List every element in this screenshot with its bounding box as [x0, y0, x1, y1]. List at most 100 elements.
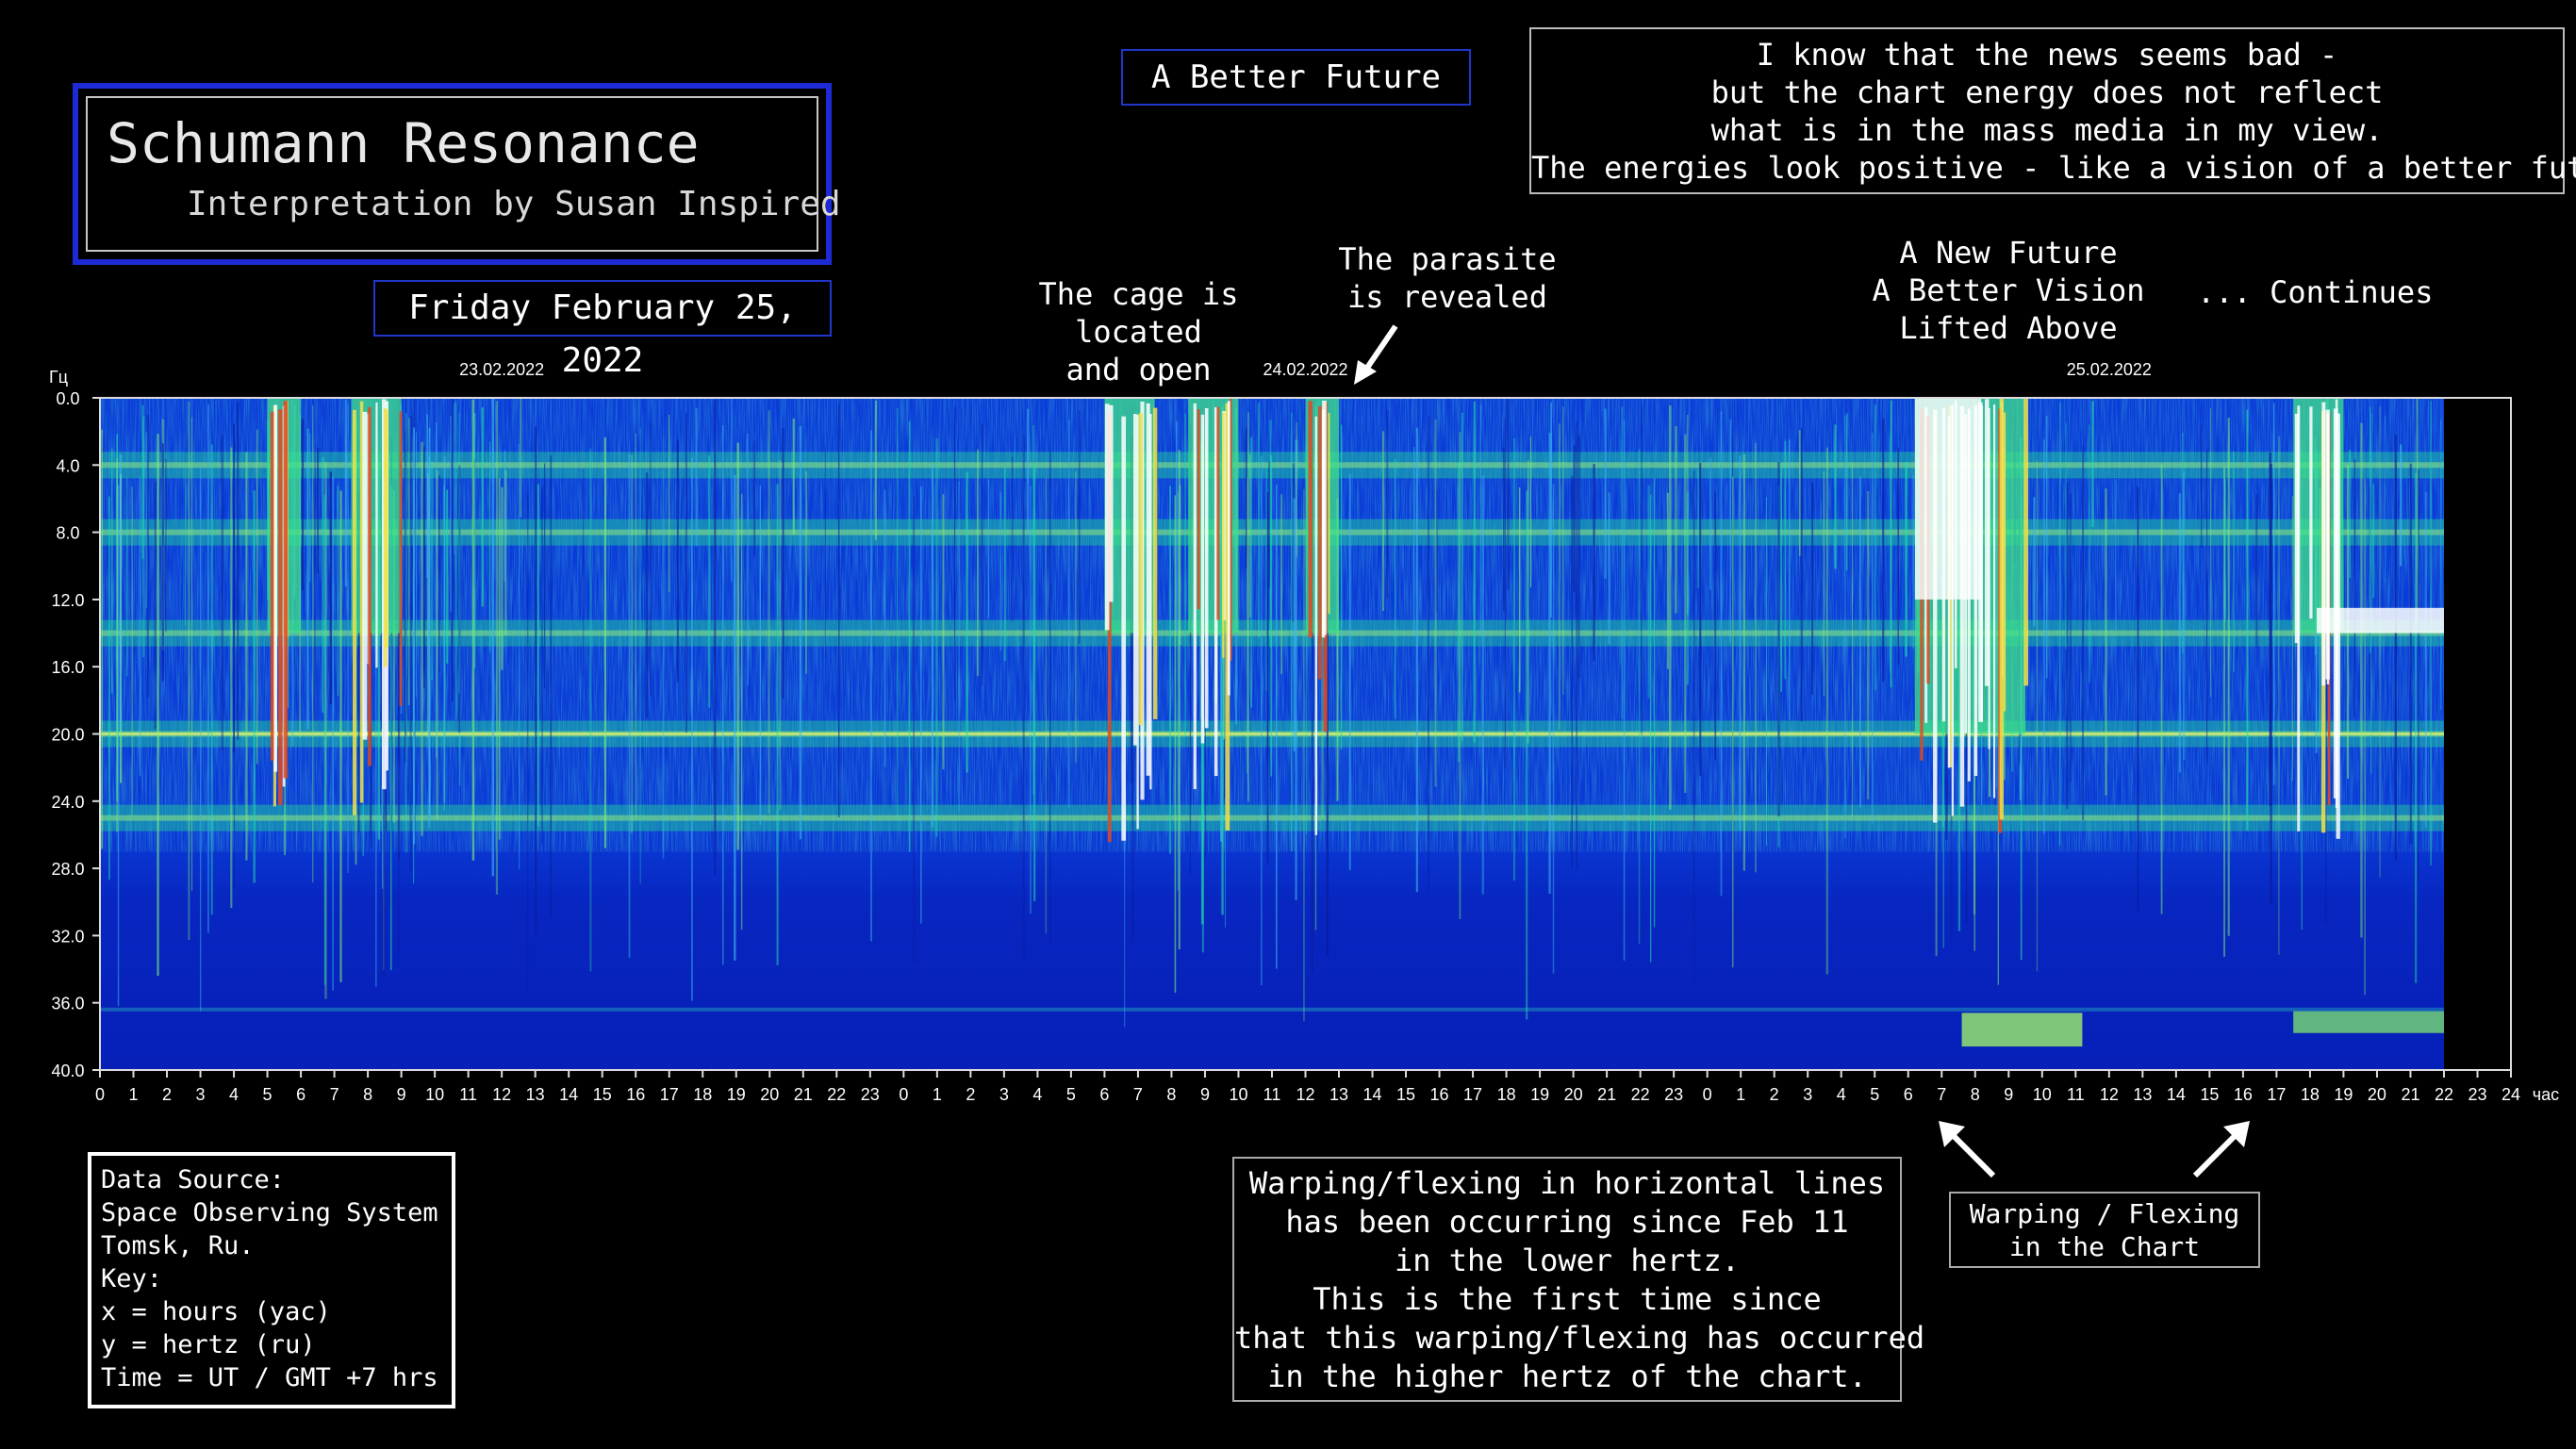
title-frame: Schumann Resonance Interpretation by Sus… — [73, 83, 841, 265]
spectrogram-streak — [1882, 419, 1885, 683]
resonance-line-36hz — [100, 1007, 2444, 1012]
spectrogram-streak — [306, 428, 309, 730]
spectrogram-streak — [708, 455, 711, 708]
spectrogram-streak — [1739, 455, 1742, 831]
spectrogram-streak — [883, 489, 886, 767]
spectrogram-streak — [1291, 412, 1293, 851]
x-tick-label: 20 — [760, 1085, 779, 1104]
x-tick-label: 1 — [933, 1085, 942, 1104]
x-tick-label: 10 — [1229, 1085, 1247, 1104]
spectrogram-streak — [314, 442, 316, 721]
y-tick-label: 32.0 — [51, 927, 84, 946]
x-tick-label: 10 — [425, 1085, 444, 1104]
annotation-line: A New Future — [1899, 235, 2118, 271]
white-band-13hz — [2317, 607, 2444, 634]
spectrogram-streak — [734, 474, 736, 961]
spectrogram-streak — [1169, 486, 1171, 854]
spectrogram-streak — [589, 448, 592, 972]
x-tick-label: 22 — [1631, 1085, 1650, 1104]
spectrogram-streak — [154, 481, 157, 729]
spectrogram-streak — [1527, 460, 1529, 744]
spectrogram-chart: 0.0 4.0 8.0 12.0 16.0 20.0 24.0 28.0 32.0 36.0 40.… — [49, 360, 2559, 1104]
burst-streak — [359, 401, 364, 803]
x-tick-label: 17 — [660, 1085, 679, 1104]
burst-streak — [283, 401, 289, 779]
x-tick-label: 18 — [693, 1085, 712, 1104]
x-tick-label: 6 — [1099, 1085, 1109, 1104]
spectrogram-streak — [1714, 491, 1717, 760]
spectrogram-streak — [317, 447, 320, 574]
spectrogram-streak — [347, 403, 349, 874]
spectrogram-streak — [1131, 405, 1134, 941]
y-tick-label: 8.0 — [56, 524, 79, 543]
spectrogram-streak — [1621, 406, 1623, 719]
spectrogram-streak — [339, 490, 342, 982]
y-tick-label: 0.0 — [56, 389, 79, 408]
spectrogram-streak — [1473, 401, 1476, 743]
spectrogram-streak — [2424, 492, 2427, 828]
spectrogram-streak — [1295, 439, 1297, 900]
burst-streak — [273, 404, 278, 772]
news-line: The energies look positive - like a visi… — [1531, 150, 2576, 186]
arrow-down-left-icon — [1354, 324, 1398, 385]
x-tick-label: 6 — [296, 1085, 305, 1104]
spectrogram-streak — [157, 434, 159, 977]
annotation-continues: ... Continues — [2197, 274, 2434, 310]
spectrogram-streak — [413, 427, 416, 845]
spectrogram-streak — [374, 456, 377, 987]
x-tick-label: 21 — [794, 1085, 813, 1104]
spectrogram-streak — [1666, 492, 1669, 669]
spectrogram-streak — [1321, 469, 1324, 818]
spectrogram-streak — [438, 475, 440, 672]
x-tick-label: 22 — [827, 1085, 846, 1104]
spectrogram-streak — [1003, 467, 1006, 661]
spectrogram-streak — [804, 470, 808, 674]
spectrogram-streak — [141, 404, 144, 559]
spectrogram-streak — [451, 398, 454, 702]
spectrogram-streak — [473, 413, 476, 668]
burst-streak — [1197, 409, 1200, 610]
spectrogram-streak — [1336, 498, 1339, 801]
burst-streak — [1214, 407, 1218, 777]
burst-streak — [1318, 405, 1322, 680]
spectrogram-streak — [1686, 415, 1689, 616]
spectrogram-streak — [1481, 474, 1484, 895]
data-source-key: Data Source: Space Observing System Toms… — [88, 1152, 455, 1408]
x-tick-label: 18 — [2301, 1085, 2320, 1104]
x-tick-label: 10 — [2033, 1085, 2052, 1104]
spectrogram-streak — [377, 461, 381, 840]
spectrogram-streak — [2270, 463, 2272, 904]
spectrogram-streak — [2409, 463, 2412, 845]
y-tick-label: 40.0 — [51, 1062, 84, 1080]
spectrogram-streak — [731, 398, 733, 583]
burst-streak — [385, 409, 388, 648]
burst-streak — [362, 411, 368, 740]
spectrogram-streak — [897, 408, 899, 820]
flexing-label: Warping / Flexing in the Chart — [1949, 1192, 2260, 1268]
spectrogram-streak — [1045, 477, 1047, 934]
spectrogram-streak — [2137, 486, 2139, 912]
spectrogram-streak — [1684, 434, 1687, 794]
spectrogram-streak — [2182, 432, 2184, 653]
spectrogram-streak — [685, 412, 687, 733]
spectrogram-streak — [1608, 492, 1610, 645]
spectrogram-streak — [1032, 424, 1034, 795]
key-line: Key: — [101, 1264, 163, 1293]
spectrogram-streak — [2059, 402, 2061, 846]
spectrogram-streak — [2246, 409, 2249, 832]
spectrogram-streak — [759, 486, 761, 825]
burst-streak — [1149, 414, 1152, 790]
spectrogram-streak — [1303, 488, 1305, 1021]
spectrogram-streak — [1905, 461, 1907, 657]
spectrogram-streak — [426, 414, 429, 578]
x-tick-label: 19 — [1530, 1085, 1549, 1104]
burst-streak — [1999, 398, 2004, 820]
spectrogram-streak — [142, 416, 145, 657]
spectrogram-streak — [245, 452, 248, 861]
spectrogram-streak — [1276, 485, 1278, 969]
spectrogram-streak — [2399, 444, 2403, 567]
note-line: has been occurring since Feb 11 — [1285, 1204, 1849, 1240]
burst-streak — [368, 406, 372, 766]
spectrogram-streak — [1844, 415, 1846, 839]
key-line: Space Observing System — [101, 1198, 438, 1227]
